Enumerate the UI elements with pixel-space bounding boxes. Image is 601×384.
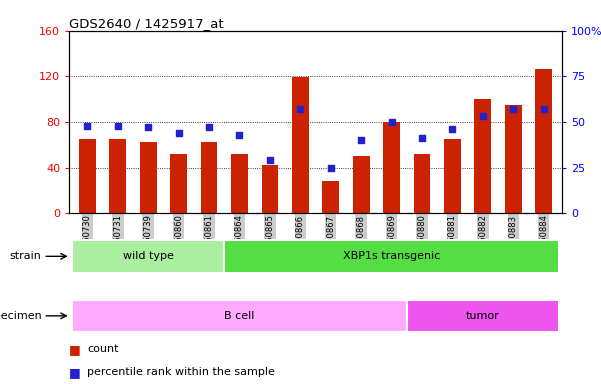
Point <box>204 124 214 131</box>
Bar <box>72 240 224 273</box>
Point <box>144 124 153 131</box>
Bar <box>444 139 461 213</box>
Point <box>296 106 305 112</box>
Point <box>539 106 549 112</box>
Bar <box>383 122 400 213</box>
Text: strain: strain <box>10 251 41 262</box>
Text: count: count <box>87 344 118 354</box>
Point <box>508 106 518 112</box>
Point <box>82 122 92 129</box>
Bar <box>292 78 309 213</box>
Point <box>478 113 487 119</box>
Point <box>265 157 275 163</box>
Bar <box>407 300 559 332</box>
Bar <box>505 105 522 213</box>
Bar <box>353 156 370 213</box>
Text: percentile rank within the sample: percentile rank within the sample <box>87 367 275 377</box>
Bar <box>170 154 187 213</box>
Point <box>448 126 457 132</box>
Bar <box>535 70 552 213</box>
Text: XBP1s transgenic: XBP1s transgenic <box>343 251 441 262</box>
Point <box>356 137 366 143</box>
Bar <box>474 99 491 213</box>
Point <box>417 135 427 141</box>
Point <box>174 130 183 136</box>
Text: ■: ■ <box>69 343 81 356</box>
Bar <box>140 142 157 213</box>
Bar <box>79 139 96 213</box>
Text: B cell: B cell <box>224 311 255 321</box>
Bar <box>72 300 407 332</box>
Text: tumor: tumor <box>466 311 499 321</box>
Bar <box>231 154 248 213</box>
Point <box>234 132 244 138</box>
Point <box>326 164 335 170</box>
Point <box>387 119 397 125</box>
Bar <box>261 165 278 213</box>
Text: GDS2640 / 1425917_at: GDS2640 / 1425917_at <box>69 17 224 30</box>
Bar <box>413 154 430 213</box>
Text: ■: ■ <box>69 366 81 379</box>
Text: specimen: specimen <box>0 311 41 321</box>
Bar <box>201 142 218 213</box>
Text: wild type: wild type <box>123 251 174 262</box>
Point <box>113 122 123 129</box>
Bar <box>109 139 126 213</box>
Bar <box>224 240 559 273</box>
Bar <box>322 181 339 213</box>
